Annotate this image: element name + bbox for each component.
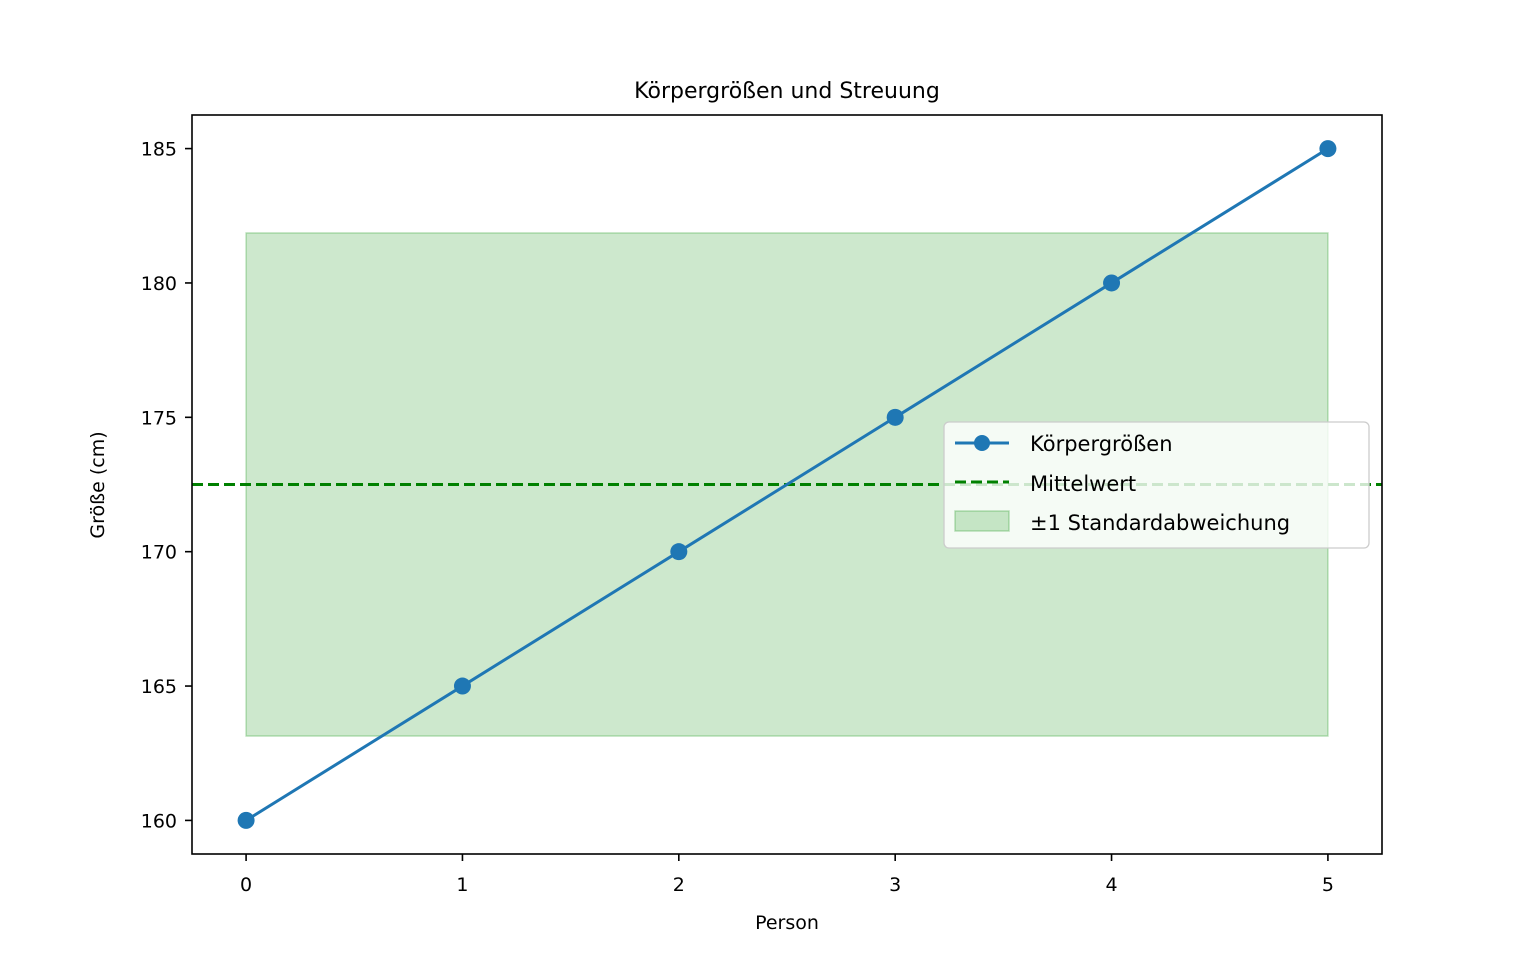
y-axis-ticks: 160 165 170 175 180 185 (141, 139, 192, 832)
y-tick-label: 160 (141, 810, 177, 832)
legend: Körpergrößen Mittelwert ±1 Standardabwei… (943, 421, 1370, 549)
x-tick-label: 1 (456, 874, 468, 896)
y-tick-label: 175 (141, 407, 177, 429)
x-axis-label: Person (755, 912, 819, 934)
axes-frame (191, 114, 1383, 855)
y-tick-label: 180 (141, 273, 177, 295)
legend-label-mean: Mittelwert (1030, 472, 1136, 496)
data-point-0 (237, 811, 255, 829)
legend-marker-series (974, 435, 990, 451)
chart-title: Körpergrößen und Streuung (634, 79, 940, 104)
x-tick-label: 4 (1105, 874, 1117, 896)
data-point-3 (886, 408, 904, 426)
y-tick-label: 185 (141, 139, 177, 161)
legend-label-series: Körpergrößen (1030, 432, 1173, 456)
y-tick-label: 170 (141, 542, 177, 564)
x-tick-label: 0 (240, 874, 252, 896)
data-point-1 (453, 677, 471, 695)
legend-box (943, 421, 1370, 549)
x-tick-label: 2 (673, 874, 685, 896)
data-point-2 (670, 543, 688, 561)
x-axis-ticks: 0 1 2 3 4 5 (240, 854, 1334, 896)
legend-swatch-band (954, 510, 1010, 532)
y-axis-label: Größe (cm) (87, 431, 109, 538)
series-markers (237, 140, 1337, 829)
x-tick-label: 5 (1322, 874, 1334, 896)
data-point-5 (1319, 140, 1337, 158)
legend-label-band: ±1 Standardabweichung (1030, 511, 1290, 535)
x-tick-label: 3 (889, 874, 901, 896)
series-line (245, 147, 1329, 822)
data-point-4 (1103, 274, 1121, 292)
y-tick-label: 165 (141, 676, 177, 698)
